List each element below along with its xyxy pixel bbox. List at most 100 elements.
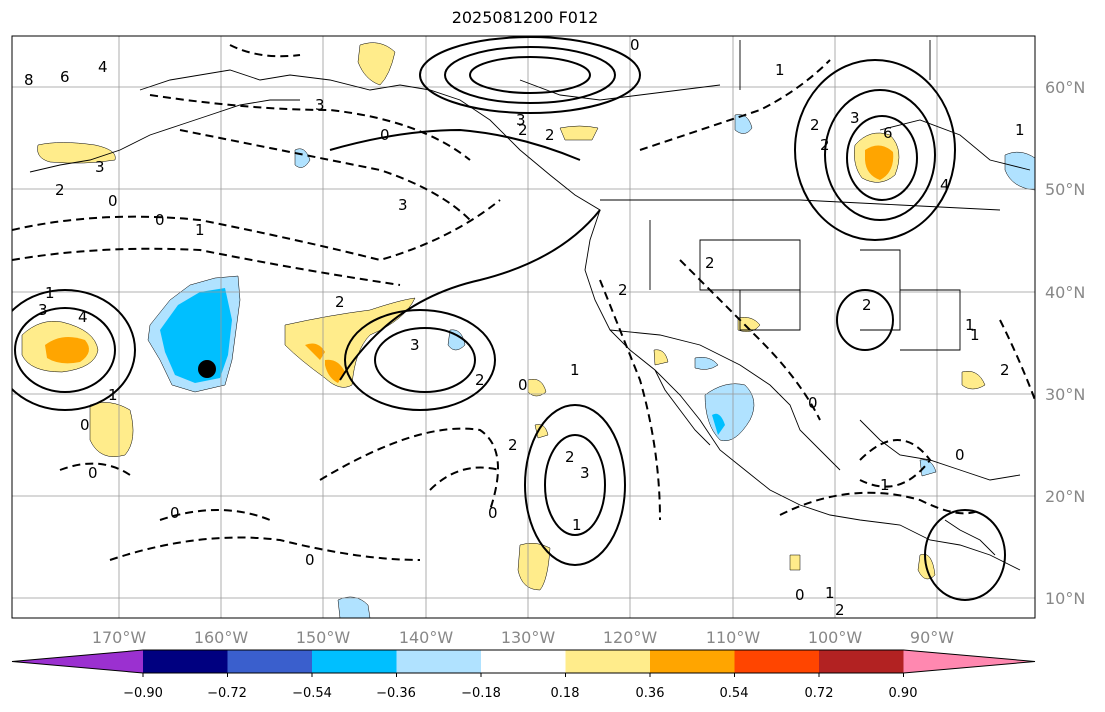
lat-label-20n: 20°N [1045,487,1085,506]
contour-label: 2 [545,126,555,144]
contour-label: 3 [410,336,420,354]
lat-label-10n: 10°N [1045,589,1085,608]
contour-label: 0 [170,504,180,522]
lon-label-90w: 90°W [910,628,954,647]
contour-label: 0 [80,416,90,434]
contour-label: 1 [880,476,890,494]
anomaly-shading [21,42,1035,618]
contour-label: 6 [883,124,893,142]
contour-label: 2 [55,181,65,199]
contour-label: 2 [820,136,830,154]
contour-label: 0 [305,551,315,569]
contour-label: 2 [1000,361,1010,379]
contour-label: 3 [850,109,860,127]
colorbar-segment [650,650,735,673]
map-title: 2025081200 F012 [451,8,599,27]
colorbar-extend-max [903,650,1035,673]
lon-label-140w: 140°W [399,628,454,647]
contour-label: 0 [630,36,640,54]
lat-label-30n: 30°N [1045,385,1085,404]
contour-label: 2 [810,116,820,134]
contour-label: 4 [940,176,950,194]
contour-label: 4 [78,308,88,326]
contour-label: 2 [618,281,628,299]
contour-label: 3 [95,158,105,176]
contour-label: 1 [572,516,582,534]
contour-label: 1 [1015,121,1025,139]
coastlines [29,40,1031,571]
colorbar-tick-label: −0.36 [376,686,416,701]
lat-label-40n: 40°N [1045,283,1085,302]
negative-contours [12,44,1035,561]
contour-label: 0 [955,446,965,464]
colorbar-tick-label: −0.90 [123,686,163,701]
positive-contours [12,36,1006,601]
colorbar-segment [481,650,566,673]
contour-label: 0 [380,126,390,144]
colorbar-segment [565,650,651,673]
contour-label: 0 [808,394,818,412]
contour-label: 1 [45,284,55,302]
contour-label: 2 [508,436,518,454]
colorbar-segment [143,650,228,673]
contour-label: 0 [108,192,118,210]
colorbar-tick-label: 0.54 [720,686,749,701]
contour-label: 2 [862,296,872,314]
colorbar-segment [819,650,904,673]
colorbar-labels: −0.90 −0.72 −0.54 −0.36 −0.18 0.18 0.36 … [123,686,917,701]
colorbar-segment [227,650,313,673]
contour-label: 0 [88,464,98,482]
contour-label: 1 [825,584,835,602]
lon-label-170w: 170°W [92,628,147,647]
colorbar-tick-label: −0.18 [461,686,501,701]
contour-labels: 8 6 4 3 2 0 1 0 1 2 3 4 3 2 0 3 2 0 1 2 … [24,36,1025,619]
colorbar-tick-label: 0.72 [805,686,834,701]
contour-label: 2 [565,448,575,466]
contour-label: 1 [970,326,980,344]
contour-label: 0 [155,211,165,229]
lon-label-150w: 150°W [296,628,351,647]
contour-label: 4 [98,58,108,76]
contour-label: 0 [795,586,805,604]
colorbar [11,649,1036,677]
contour-label: 2 [835,601,845,619]
colorbar-tick-label: 0.36 [636,686,665,701]
contour-label: 1 [195,221,205,239]
longitude-labels: 170°W 160°W 150°W 140°W 130°W 120°W 110°… [92,628,954,647]
colorbar-segment [396,650,482,673]
contour-label: 2 [705,254,715,272]
black-dot-marker [198,360,216,378]
contour-label: 3 [315,96,325,114]
lon-label-160w: 160°W [194,628,249,647]
map-frame [11,35,1036,619]
colorbar-tick-label: 0.18 [551,686,580,701]
contour-label: 2 [518,121,528,139]
contour-label: 1 [108,386,118,404]
contour-label: 3 [516,111,526,129]
contour-label: 6 [60,68,70,86]
colorbar-segment [312,650,397,673]
colorbar-tick-label: −0.54 [292,686,332,701]
contour-label: 1 [775,61,785,79]
lat-label-50n: 50°N [1045,180,1085,199]
lat-label-60n: 60°N [1045,78,1085,97]
contour-label: 2 [475,371,485,389]
contour-label: 8 [24,71,34,89]
colorbar-extend-min [12,650,143,673]
contour-label: 3 [398,196,408,214]
lon-label-120w: 120°W [603,628,658,647]
contour-label: 1 [965,316,975,334]
lon-label-110w: 110°W [706,628,761,647]
contour-label: 0 [518,376,528,394]
latitude-labels: 60°N 50°N 40°N 30°N 20°N 10°N [1045,78,1085,608]
colorbar-segment [734,650,820,673]
lon-label-130w: 130°W [501,628,556,647]
graticule [12,36,1035,618]
colorbar-tick-label: −0.72 [207,686,247,701]
colorbar-tick-label: 0.90 [889,686,918,701]
contour-label: 1 [570,361,580,379]
contour-label: 0 [488,504,498,522]
lon-label-100w: 100°W [808,628,863,647]
contour-label: 3 [38,301,48,319]
